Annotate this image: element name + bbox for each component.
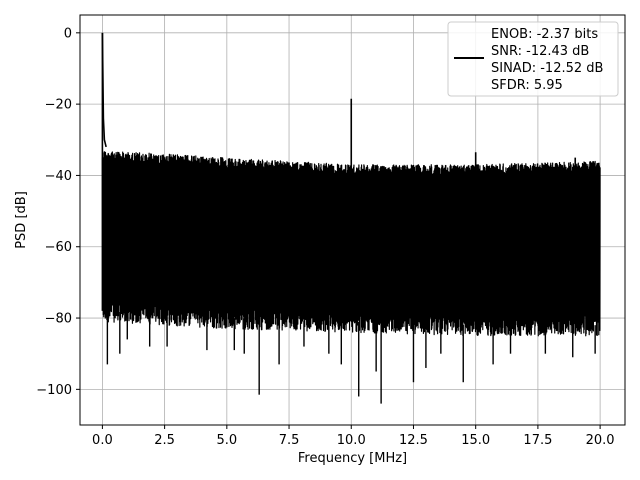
legend-text-snr: SNR: -12.43 dB bbox=[491, 44, 589, 59]
x-tick-label: 20.0 bbox=[586, 433, 615, 448]
x-tick-label: 12.5 bbox=[399, 433, 428, 448]
dc-skirt bbox=[101, 32, 107, 148]
x-tick-label: 15.0 bbox=[461, 433, 490, 448]
legend: ENOB: -2.37 bits SNR: -12.43 dB SINAD: -… bbox=[447, 21, 619, 97]
y-axis-label: PSD [dB] bbox=[14, 191, 29, 249]
y-tick-label: −40 bbox=[45, 169, 72, 184]
legend-box bbox=[447, 21, 619, 97]
x-tick-label: 17.5 bbox=[523, 433, 552, 448]
x-tick-label: 10.0 bbox=[337, 433, 366, 448]
y-tick-label: −80 bbox=[45, 312, 72, 327]
x-axis-label: Frequency [MHz] bbox=[298, 451, 407, 466]
x-tick-label: 2.5 bbox=[154, 433, 175, 448]
x-tick-label: 7.5 bbox=[279, 433, 300, 448]
x-tick-label: 0.0 bbox=[92, 433, 113, 448]
x-tick-label: 5.0 bbox=[216, 433, 237, 448]
y-tick-label: 0 bbox=[64, 26, 72, 41]
y-tick-label: −100 bbox=[36, 383, 72, 398]
y-tick-label: −60 bbox=[45, 240, 72, 255]
x-axis-ticks: 0.0 2.5 5.0 7.5 10.0 12.5 15.0 17.5 20.0 bbox=[92, 425, 615, 448]
legend-text-enob: ENOB: -2.37 bits bbox=[491, 27, 598, 42]
y-axis-ticks: 0 −20 −40 −60 −80 −100 bbox=[36, 26, 80, 398]
psd-series bbox=[101, 32, 601, 404]
legend-text-sinad: SINAD: -12.52 dB bbox=[491, 61, 603, 76]
y-tick-label: −20 bbox=[45, 98, 72, 113]
plot-frame bbox=[79, 14, 626, 426]
legend-text-sfdr: SFDR: 5.95 bbox=[491, 78, 563, 93]
